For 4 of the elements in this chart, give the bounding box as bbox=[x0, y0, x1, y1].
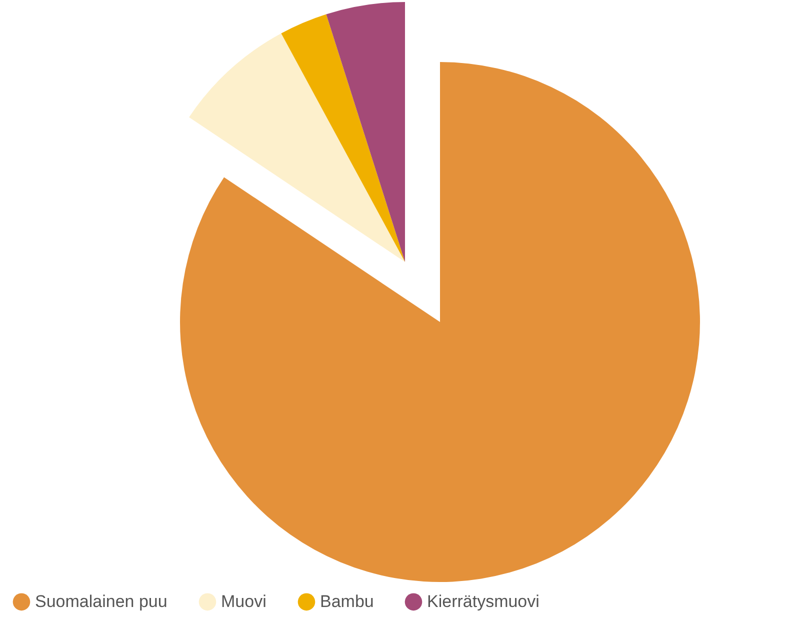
legend-label: Muovi bbox=[221, 592, 266, 611]
legend-label: Suomalainen puu bbox=[35, 592, 168, 611]
legend-label: Kierrätysmuovi bbox=[427, 592, 540, 611]
legend-label: Bambu bbox=[320, 592, 374, 611]
